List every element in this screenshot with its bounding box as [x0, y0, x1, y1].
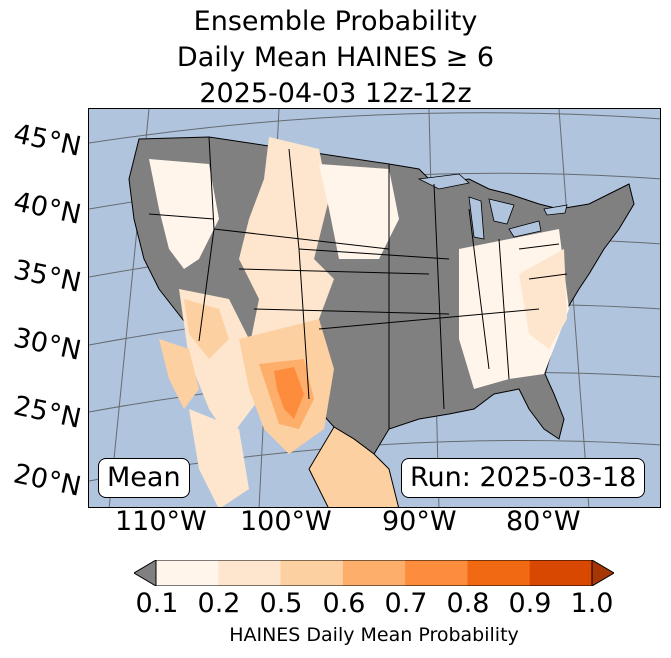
- lat-label-35: 35°N: [10, 254, 84, 299]
- lon-label-100: 100°W: [240, 506, 332, 537]
- colorbar-cell: [467, 560, 531, 586]
- colorbar-tick-1: 0.2: [197, 588, 241, 619]
- colorbar-tick-0: 0.1: [135, 588, 179, 619]
- lat-label-45: 45°N: [10, 118, 84, 163]
- colorbar-tick-7: 1.0: [570, 588, 614, 619]
- map-svg: [89, 109, 660, 507]
- colorbar-cell: [529, 560, 593, 586]
- lat-label-25: 25°N: [10, 390, 84, 435]
- lon-label-90: 90°W: [382, 506, 457, 537]
- colorbar-label: HAINES Daily Mean Probability: [229, 624, 519, 646]
- title-line-1: Ensemble Probability: [193, 6, 478, 37]
- colorbar: [134, 560, 614, 586]
- colorbar-tick-4: 0.7: [384, 588, 428, 619]
- colorbar-tick-6: 0.9: [508, 588, 552, 619]
- colorbar-under-arrow: [134, 560, 157, 586]
- great-lakes: [417, 173, 568, 240]
- lat-label-40: 40°N: [10, 186, 84, 231]
- colorbar-cell: [280, 560, 344, 586]
- probability-field: [149, 137, 569, 507]
- colorbar-cell: [156, 560, 219, 586]
- colorbar-tick-3: 0.6: [322, 588, 366, 619]
- colorbar-tick-2: 0.5: [259, 588, 303, 619]
- lat-label-30: 30°N: [10, 322, 84, 367]
- title-line-2: Daily Mean HAINES ≥ 6: [176, 42, 495, 73]
- lon-label-80: 80°W: [506, 506, 581, 537]
- colorbar-cells: [156, 560, 593, 586]
- state-borders: [148, 136, 568, 429]
- title-line-3: 2025-04-03 12z-12z: [199, 78, 472, 109]
- lon-label-110: 110°W: [115, 506, 207, 537]
- mexico-land: [308, 426, 400, 507]
- lat-label-20: 20°N: [10, 458, 84, 503]
- colorbar-over-arrow: [591, 560, 614, 586]
- map-panel: [88, 108, 661, 508]
- colorbar-cell: [405, 560, 468, 586]
- colorbar-cell: [342, 560, 406, 586]
- colorbar-cell: [218, 560, 282, 586]
- run-date-badge: Run: 2025-03-18: [401, 458, 646, 498]
- mean-badge: Mean: [98, 458, 190, 498]
- colorbar-tick-5: 0.8: [446, 588, 490, 619]
